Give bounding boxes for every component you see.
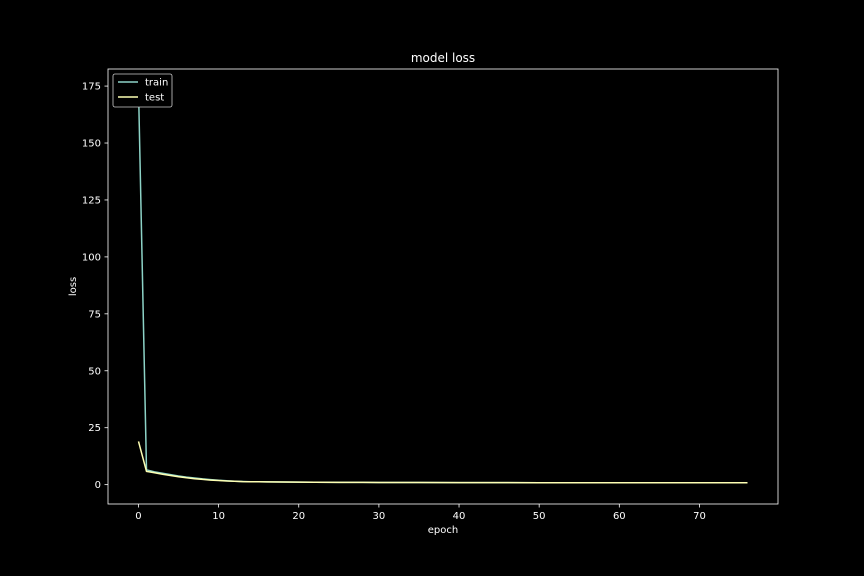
plot-area-frame [107,68,779,505]
x-tick-label: 50 [533,511,546,522]
x-tick-label: 40 [453,511,466,522]
x-axis-label: epoch [428,525,458,536]
x-tick-label: 70 [693,511,706,522]
y-tick-label: 125 [82,195,101,206]
x-tick-label: 10 [212,511,225,522]
series-line-train [137,88,748,484]
y-tick-label: 100 [82,252,101,263]
legend-label-train: train [145,78,168,89]
y-tick-label: 25 [88,423,101,434]
x-tick-label: 30 [373,511,386,522]
y-tick-label: 150 [82,139,101,150]
y-axis: 0 25 50 75 100 125 150 175 [82,82,108,491]
x-tick-label: 60 [613,511,626,522]
y-tick-label: 0 [95,480,101,491]
legend-label-test: test [145,93,164,104]
x-axis: 0 10 20 30 40 50 60 70 [135,504,706,522]
y-axis-label: loss [68,277,79,296]
y-tick-label: 75 [88,309,101,320]
chart-title: model loss [411,51,475,65]
y-tick-label: 175 [82,82,101,93]
x-tick-label: 20 [292,511,305,522]
legend: train test [112,73,173,108]
series-line-test [137,441,748,484]
series-layer [137,88,748,484]
y-tick-label: 50 [88,366,101,377]
x-tick-label: 0 [135,511,141,522]
